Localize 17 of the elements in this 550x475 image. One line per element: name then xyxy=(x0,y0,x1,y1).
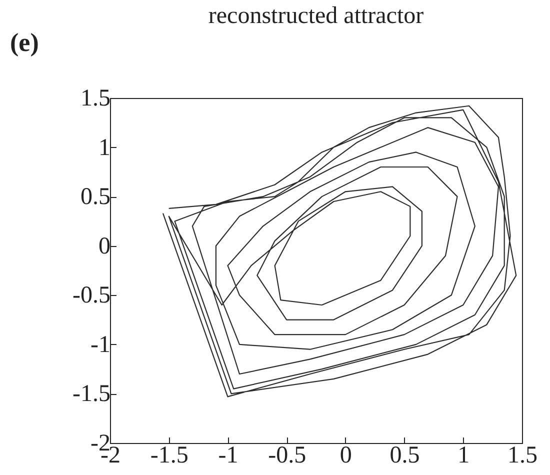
chart-title: reconstructed attractor xyxy=(208,3,424,29)
y-tick-label: -1.5 xyxy=(72,381,110,408)
y-tick-label: -1 xyxy=(90,332,110,358)
text: (e) xyxy=(10,28,39,57)
y-tick-label: 0.5 xyxy=(80,184,110,210)
x-tick-label: -1 xyxy=(218,442,238,468)
y-tick-label: 0 xyxy=(98,233,110,260)
line-series xyxy=(162,105,517,398)
x-tick-label: 0.5 xyxy=(390,442,420,468)
x-tick-label: 1 xyxy=(458,442,470,468)
y-tick-label: -0.5 xyxy=(72,282,110,309)
y-tick-label: 1 xyxy=(98,134,110,161)
x-tick-label: -1.5 xyxy=(150,442,188,468)
y-tick-label: 1.5 xyxy=(80,86,110,112)
x-tick-label: -0.5 xyxy=(268,442,306,468)
x-tick-label: 0 xyxy=(340,442,352,468)
x-tick-label: 1.5 xyxy=(508,442,538,468)
